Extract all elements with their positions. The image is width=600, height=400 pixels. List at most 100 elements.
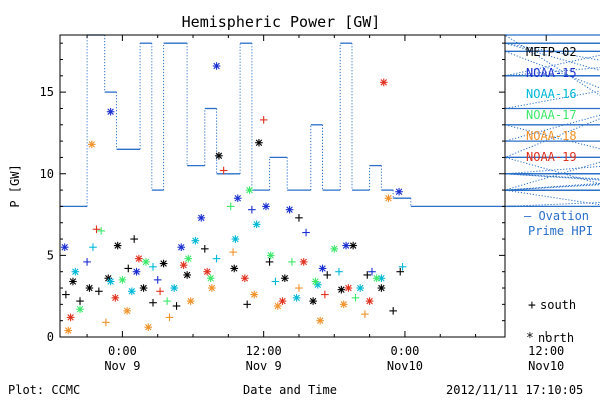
marker-legend-south: + south <box>528 298 576 313</box>
north-point <box>241 274 249 283</box>
north-point <box>212 62 221 70</box>
y-tick-label: 15 <box>40 85 54 99</box>
north-point <box>278 297 287 305</box>
north-point <box>299 258 308 266</box>
north-point <box>69 277 77 286</box>
series-legend: METP-02 NOAA-15 NOAA-16 NOAA-17 NOAA-18 NOAA-… <box>526 45 577 164</box>
south-point <box>163 297 171 305</box>
y-tick-label: 10 <box>40 167 54 181</box>
legend-entry: NOAA-19 <box>526 150 577 164</box>
south-point <box>149 298 157 307</box>
south-point <box>130 235 138 243</box>
north-point <box>344 284 353 292</box>
south-point <box>83 258 91 266</box>
satellite-points <box>60 62 407 335</box>
plot-frame <box>59 34 506 338</box>
north-point <box>379 78 388 87</box>
north-point <box>233 194 242 203</box>
north-point <box>208 284 216 292</box>
north-marker-label: north <box>538 331 574 345</box>
ovation-segment <box>504 173 600 180</box>
ovation-label-line2: Prime HPI <box>528 224 593 238</box>
south-point <box>89 243 97 252</box>
south-point <box>124 264 133 273</box>
south-point <box>363 271 372 279</box>
x-tick-time: 12:00 <box>528 344 564 358</box>
south-point <box>62 290 70 299</box>
y-axis: 0 5 10 15 <box>40 42 505 344</box>
north-point <box>372 274 381 283</box>
north-point <box>184 254 193 263</box>
north-point <box>106 107 115 116</box>
chart-title: Hemispheric Power [GW] <box>182 13 381 31</box>
south-point <box>288 258 296 266</box>
plot-timestamp: 2012/11/11 17:10:05 <box>446 383 583 397</box>
legend-entry: NOAA-15 <box>526 66 577 80</box>
north-point <box>339 300 348 309</box>
north-point <box>395 187 403 196</box>
legend-entry: NOAA-16 <box>526 87 577 101</box>
south-point <box>92 225 101 234</box>
north-point <box>255 138 263 147</box>
north-point <box>186 297 195 305</box>
north-point <box>183 271 191 279</box>
south-marker-symbol: + <box>528 298 536 313</box>
north-point <box>128 287 136 296</box>
north-point <box>292 294 301 302</box>
north-point <box>177 243 186 252</box>
south-point <box>396 267 405 276</box>
north-point <box>139 284 148 292</box>
north-point <box>262 202 270 211</box>
north-point <box>281 274 289 283</box>
north-point <box>60 243 69 252</box>
south-point <box>156 287 164 296</box>
south-point <box>172 302 181 310</box>
ovation-prime-hpi-line <box>60 34 600 208</box>
south-point <box>361 310 369 318</box>
south-point <box>226 202 235 211</box>
north-point <box>144 323 153 332</box>
south-point <box>323 271 332 279</box>
north-point <box>71 267 80 276</box>
y-axis-label: P [GW] <box>8 164 22 207</box>
x-tick-time: 0:00 <box>108 344 137 358</box>
south-point <box>102 318 110 327</box>
north-point <box>384 194 393 203</box>
x-tick-date: Nov10 <box>528 359 564 373</box>
north-point <box>132 267 141 276</box>
south-point <box>351 294 360 302</box>
south-point <box>149 263 157 271</box>
north-point <box>342 241 350 250</box>
south-point <box>153 276 162 284</box>
north-marker-symbol: * <box>526 331 534 346</box>
marker-legend-north: * north <box>526 331 574 346</box>
x-tick-date: Nov 9 <box>104 359 140 373</box>
legend-entry: NOAA-18 <box>526 129 577 143</box>
x-tick-time: 12:00 <box>246 344 282 358</box>
south-point <box>321 290 329 299</box>
south-point <box>295 284 303 292</box>
south-point <box>368 267 376 276</box>
north-point <box>377 284 386 292</box>
ovation-label-line1: — Ovation <box>524 209 589 223</box>
north-point <box>135 254 143 263</box>
north-point <box>252 220 261 229</box>
north-point <box>349 241 357 250</box>
south-point <box>243 300 251 309</box>
south-point <box>165 313 174 322</box>
north-point <box>85 284 94 292</box>
north-point <box>285 205 294 214</box>
north-point <box>113 241 122 250</box>
south-point <box>265 258 274 266</box>
north-point <box>203 267 211 276</box>
x-tick-time: 0:00 <box>390 344 419 358</box>
ovation-segment <box>504 201 600 207</box>
north-point <box>170 284 178 292</box>
south-point <box>248 205 256 214</box>
north-point <box>377 274 386 283</box>
north-point <box>197 214 206 222</box>
north-point <box>87 140 96 149</box>
south-point <box>95 287 103 296</box>
north-point <box>159 259 168 268</box>
